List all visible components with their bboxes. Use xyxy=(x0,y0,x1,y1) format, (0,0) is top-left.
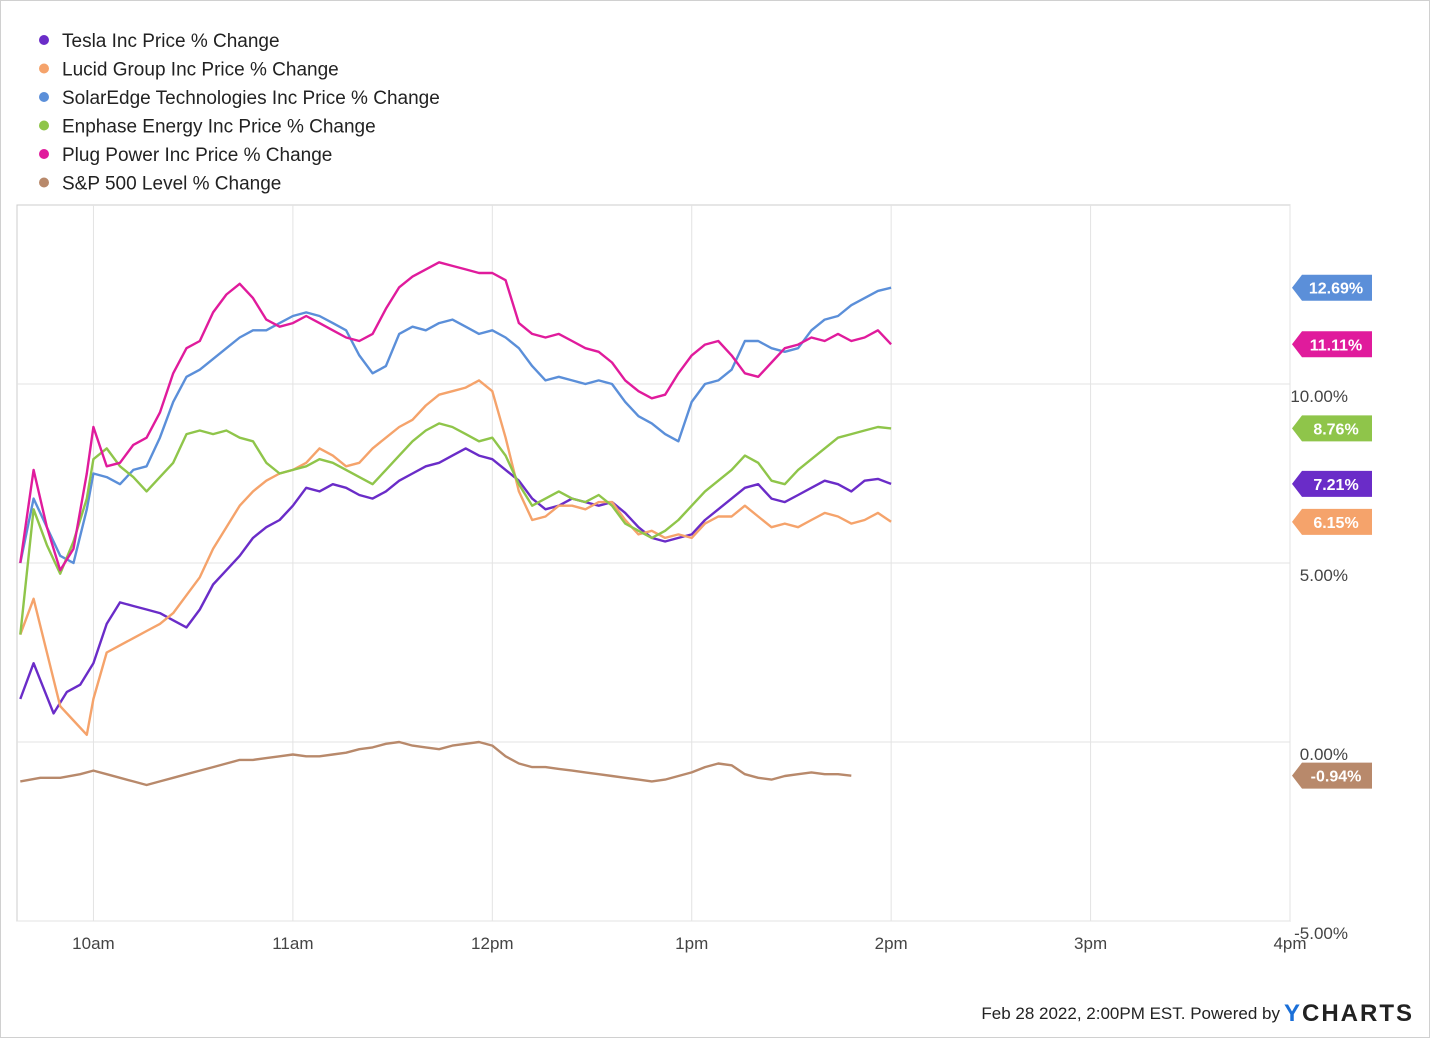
legend-label: Plug Power Inc Price % Change xyxy=(62,145,332,166)
footer-timestamp: Feb 28 2022, 2:00PM EST. Powered by xyxy=(981,1004,1280,1023)
series-line xyxy=(19,261,892,572)
value-badge-label: 7.21% xyxy=(1313,477,1358,494)
legend-marker xyxy=(39,63,49,74)
y-tick-label: -5.00% xyxy=(1294,924,1348,943)
series-line xyxy=(19,422,892,635)
series-line xyxy=(20,740,852,787)
x-tick-label: 2pm xyxy=(875,934,908,953)
ycharts-logo[interactable]: YCHARTS xyxy=(1283,1000,1414,1027)
value-badge-label: 6.15% xyxy=(1313,515,1358,532)
legend-label: S&P 500 Level % Change xyxy=(62,174,281,195)
y-tick-label: 5.00% xyxy=(1300,566,1348,585)
x-tick-label: 1pm xyxy=(675,934,708,953)
legend-marker xyxy=(39,92,49,102)
axis-ticks: 10am 11am 12pm 1pm 2pm 3pm 4pm-5.00% 0.00% 5.00%… xyxy=(72,387,1348,953)
value-badge xyxy=(1292,331,1372,358)
legend-marker xyxy=(39,120,49,131)
legend-label: Enphase Energy Inc Price % Change xyxy=(62,117,376,138)
value-badge-label: 8.76% xyxy=(1313,421,1358,438)
series-lines xyxy=(19,261,892,787)
legend-label: Lucid Group Inc Price % Change xyxy=(62,60,339,81)
legend-marker xyxy=(39,177,49,188)
series-line xyxy=(19,447,892,715)
legend-label: SolarEdge Technologies Inc Price % Chang… xyxy=(62,88,440,109)
y-tick-label: 0.00% xyxy=(1300,745,1348,764)
legend-marker xyxy=(39,35,49,45)
value-badge xyxy=(1292,508,1372,535)
value-badge-label: 12.69% xyxy=(1309,281,1363,298)
x-tick-label: 4pm xyxy=(1273,934,1306,953)
grid xyxy=(16,204,1291,922)
x-tick-label: 12pm xyxy=(471,934,514,953)
x-tick-label: 11am xyxy=(272,934,313,953)
legend-label: Tesla Inc Price % Change xyxy=(62,31,280,52)
value-badge xyxy=(1292,470,1372,497)
y-tick-label: 10.00% xyxy=(1290,387,1348,406)
value-badge xyxy=(1292,274,1372,301)
legend-marker xyxy=(39,149,49,159)
value-badge xyxy=(1292,415,1372,442)
x-tick-label: 3pm xyxy=(1074,934,1107,953)
series-line xyxy=(19,286,892,565)
end-value-badges: 7.21% 6.15% 12.69% 8.76% 11.11% -0.94% xyxy=(1292,274,1372,789)
value-badge-label: 11.11% xyxy=(1310,337,1363,354)
legend: Tesla Inc Price % Change Lucid Group Inc … xyxy=(39,31,440,195)
series-line xyxy=(19,379,892,736)
x-tick-label: 10am xyxy=(72,934,115,953)
value-badge-label: -0.94% xyxy=(1311,769,1362,786)
footer: Feb 28 2022, 2:00PM EST. Powered by YCHA… xyxy=(981,1000,1414,1028)
value-badge xyxy=(1292,762,1372,789)
